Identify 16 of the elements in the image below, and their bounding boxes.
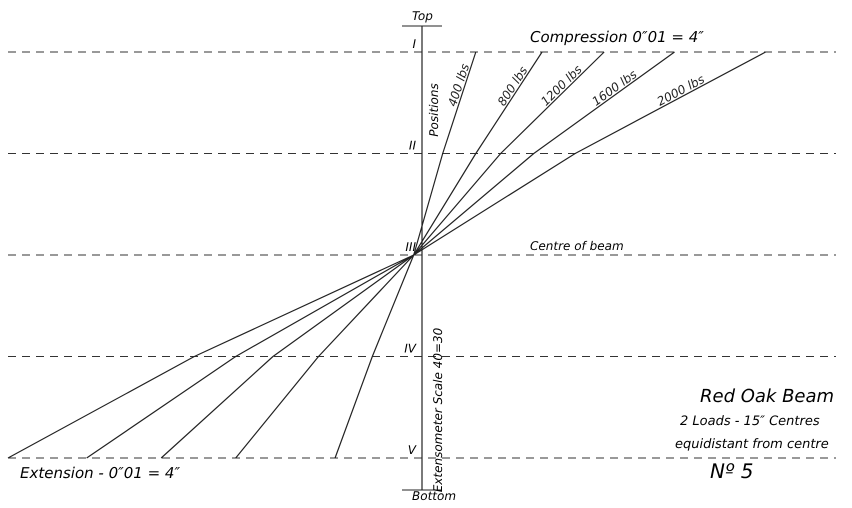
annotation: Compression 0″01 = 4″	[530, 28, 704, 46]
y-tick-label: III	[405, 240, 416, 254]
annotation: Centre of beam	[530, 239, 624, 253]
annotation: Red Oak Beam	[700, 386, 834, 407]
annotation: Positions	[427, 83, 441, 137]
text: 400 lbs	[445, 62, 472, 108]
text: Top	[412, 9, 434, 23]
y-tick-label: IV	[404, 342, 417, 356]
y-tick-label: V	[408, 443, 417, 457]
annotation: 2 Loads - 15″ Centres	[680, 414, 820, 429]
annotation: Extensometer Scale 40=30	[431, 327, 445, 492]
annotation: Extension - 0″01 = 4″	[20, 464, 180, 482]
annotation: Nº 5	[710, 459, 754, 483]
y-tick-label: II	[408, 138, 416, 152]
y-tick-label: I	[412, 37, 416, 51]
annotation: equidistant from centre	[675, 437, 829, 452]
